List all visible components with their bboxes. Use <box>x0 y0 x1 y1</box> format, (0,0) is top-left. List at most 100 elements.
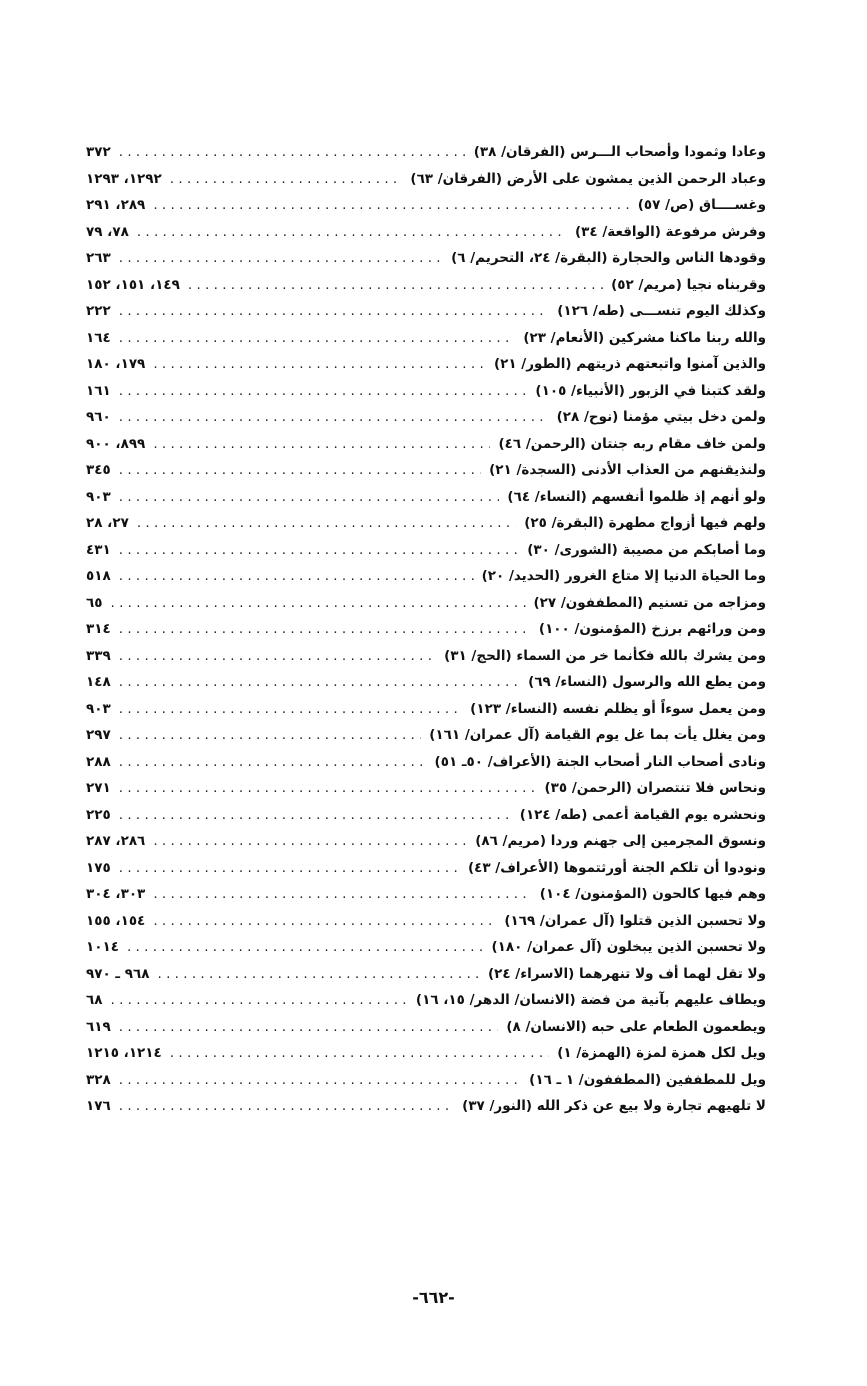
index-entry: ولو أنهم إذ ظلموا أنفسهم (النساء/ ٦٤) ٩٠٣ <box>86 489 766 516</box>
entry-text: ولا تحسبن الذين يبخلون (آل عمران/ ١٨٠) <box>491 939 766 955</box>
index-entry: والله ربنا ماكنا مشركين (الأنعام/ ٢٣) ١٦٤ <box>86 330 766 357</box>
entry-pages: ٢٩٧ <box>86 727 111 743</box>
index-entry: ولقد كتبنا في الزبور (الأنبياء/ ١٠٥) ١٦١ <box>86 383 766 410</box>
index-entry: وفرش مرفوعة (الواقعة/ ٣٤) ٧٨، ٧٩ <box>86 224 766 251</box>
index-entry: ولا تحسبن الذين قتلوا (آل عمران/ ١٦٩) ١٥٤… <box>86 913 766 940</box>
entry-text: وكذلك اليوم تنســـى (طه/ ١٢٦) <box>557 303 766 319</box>
index-entry: وما الحياة الدنيا إلا متاع الغرور (الحدي… <box>86 568 766 595</box>
leader-dots <box>119 780 537 796</box>
entry-pages: ١٥٤، ١٥٥ <box>86 912 146 929</box>
entry-text: ونودوا أن تلكم الجنة أورثتموها (الأعراف/… <box>467 859 766 876</box>
leader-dots <box>153 436 490 452</box>
entry-pages: ١٧٩، ١٨٠ <box>86 356 146 372</box>
entry-text: ونادى أصحاب النار أصحاب الجنة (الأعراف/ … <box>434 753 766 770</box>
entry-pages: ٦١٩ <box>86 1018 111 1035</box>
leader-dots <box>119 383 528 399</box>
leader-dots <box>153 356 486 372</box>
entry-pages: ١٠١٤ <box>86 939 119 955</box>
entry-pages: ١٧٥ <box>86 859 111 876</box>
leader-dots <box>137 515 516 531</box>
leader-dots <box>170 1045 549 1061</box>
index-entry: ومن يطع الله والرسول (النساء/ ٦٩) ١٤٨ <box>86 674 766 701</box>
leader-dots <box>137 224 567 240</box>
index-entry: ومن ورائهم برزخ (المؤمنون/ ١٠٠) ٣١٤ <box>86 621 766 648</box>
entry-pages: ٢٧، ٢٨ <box>86 515 129 531</box>
entry-pages: ٢٨٨ <box>86 753 111 770</box>
entry-pages: ١٢١٤، ١٢١٥ <box>86 1045 162 1061</box>
entry-text: وما أصابكم من مصيبة (الشورى/ ٣٠) <box>527 541 766 558</box>
leader-dots <box>119 144 466 160</box>
entry-text: ولا تحسبن الذين قتلوا (آل عمران/ ١٦٩) <box>504 912 766 929</box>
leader-dots <box>153 886 531 902</box>
index-entry: ونحشره يوم القيامة أعمى (طه/ ١٢٤) ٢٢٥ <box>86 807 766 834</box>
index-entry: ومن يشرك بالله فكأنما خر من السماء (الحج… <box>86 648 766 675</box>
entry-text: والذين آمنوا واتبعتهم ذريتهم (الطور/ ٢١) <box>493 356 766 372</box>
entry-pages: ٢٢٥ <box>86 806 111 823</box>
entry-pages: ٣٢٨ <box>86 1071 111 1088</box>
index-entry: وعادا وثمودا وأصحاب الـــرس (الفرقان/ ٣٨… <box>86 144 766 171</box>
entry-text: ومن يغلل يأت بما غل يوم القيامة (آل عمرا… <box>429 727 766 743</box>
leader-dots <box>119 701 462 717</box>
entry-text: ولمن خاف مقام ربه جنتان (الرحمن/ ٤٦) <box>498 435 766 452</box>
entry-pages: ٦٥ <box>86 594 103 611</box>
entry-pages: ٣٧٢ <box>86 144 111 160</box>
leader-dots <box>119 462 481 478</box>
entry-text: لا تلهيهم تجارة ولا بيع عن ذكر الله (الن… <box>462 1098 766 1114</box>
entry-pages: ٩٦٨ ـ ٩٧٠ <box>86 965 150 982</box>
index-entry: وهم فيها كالحون (المؤمنون/ ١٠٤) ٣٠٣، ٣٠٤ <box>86 886 766 913</box>
leader-dots <box>153 913 496 929</box>
entry-pages: ١٦٤ <box>86 329 111 346</box>
entry-pages: ٢٨٩، ٢٩١ <box>86 197 146 213</box>
index-entry: وقودها الناس والحجارة (البقرة/ ٢٤، التحر… <box>86 250 766 277</box>
leader-dots <box>119 674 520 690</box>
index-entry: لا تلهيهم تجارة ولا بيع عن ذكر الله (الن… <box>86 1098 766 1125</box>
index-entry: ولا تحسبن الذين يبخلون (آل عمران/ ١٨٠) ١٠… <box>86 939 766 966</box>
entry-pages: ٦٨ <box>86 992 103 1008</box>
entry-text: ومن يعمل سوءاً أو يظلم نفسه (النساء/ ١٢٣… <box>470 700 766 717</box>
index-entry: ونادى أصحاب النار أصحاب الجنة (الأعراف/ … <box>86 754 766 781</box>
index-entry: والذين آمنوا واتبعتهم ذريتهم (الطور/ ٢١)… <box>86 356 766 383</box>
entry-pages: ٢٦٣ <box>86 250 111 266</box>
leader-dots <box>119 409 549 425</box>
index-entry: وقربناه نجيا (مريم/ ٥٢) ١٤٩، ١٥١، ١٥٢ <box>86 277 766 304</box>
entry-text: ولقد كتبنا في الزبور (الأنبياء/ ١٠٥) <box>535 382 766 399</box>
entry-text: ونحشره يوم القيامة أعمى (طه/ ١٢٤) <box>519 806 766 823</box>
entry-pages: ٣٠٣، ٣٠٤ <box>86 886 146 902</box>
leader-dots <box>119 860 460 876</box>
entry-text: ومن ورائهم برزخ (المؤمنون/ ١٠٠) <box>538 621 766 637</box>
leader-dots <box>119 621 531 637</box>
leader-dots <box>119 303 549 319</box>
entry-text: والله ربنا ماكنا مشركين (الأنعام/ ٢٣) <box>523 329 766 346</box>
entry-text: ومن يشرك بالله فكأنما خر من السماء (الحج… <box>444 647 766 664</box>
leader-dots <box>119 489 500 505</box>
entry-text: ويل للمطففين (المطففون/ ١ ـ ١٦) <box>529 1071 766 1088</box>
entry-pages: ٣٣٩ <box>86 647 111 664</box>
index-entry: وكذلك اليوم تنســـى (طه/ ١٢٦) ٢٢٢ <box>86 303 766 330</box>
leader-dots <box>110 595 525 611</box>
leader-dots <box>110 992 407 1008</box>
entry-pages: ٢٧١ <box>86 780 111 796</box>
entry-text: ولنذيقنهم من العذاب الأدنى (السجدة/ ٢١) <box>489 462 766 478</box>
entry-pages: ٢٢٢ <box>86 303 111 319</box>
leader-dots <box>153 833 467 849</box>
entry-pages: ١٢٩٢، ١٢٩٣ <box>86 170 162 187</box>
index-entry: ومزاجه من تسنيم (المطففون/ ٢٧) ٦٥ <box>86 595 766 622</box>
leader-dots <box>119 727 422 743</box>
entry-text: ومزاجه من تسنيم (المطففون/ ٢٧) <box>533 594 767 611</box>
entry-pages: ٩٠٣ <box>86 700 111 717</box>
entry-pages: ٩٠٣ <box>86 488 111 505</box>
entry-pages: ١٤٨ <box>86 674 111 690</box>
entry-pages: ٤٣١ <box>86 541 111 558</box>
leader-dots <box>119 1019 499 1035</box>
index-entry: ويطعمون الطعام على حبه (الانسان/ ٨) ٦١٩ <box>86 1019 766 1046</box>
leader-dots <box>119 568 474 584</box>
entry-text: ولو أنهم إذ ظلموا أنفسهم (النساء/ ٦٤) <box>507 488 766 505</box>
index-entry: ولنذيقنهم من العذاب الأدنى (السجدة/ ٢١) ٣… <box>86 462 766 489</box>
index-list: وعادا وثمودا وأصحاب الـــرس (الفرقان/ ٣٨… <box>86 144 766 1125</box>
entry-pages: ١٦١ <box>86 382 111 399</box>
index-entry: ولا تقل لهما أف ولا تنهرهما (الاسراء/ ٢٤… <box>86 966 766 993</box>
index-entry: ونسوق المجرمين إلى جهنم وردا (مريم/ ٨٦) ٢… <box>86 833 766 860</box>
leader-dots <box>157 966 479 982</box>
index-entry: ونودوا أن تلكم الجنة أورثتموها (الأعراف/… <box>86 860 766 887</box>
entry-text: وغســــاق (ص/ ٥٧) <box>637 197 766 213</box>
